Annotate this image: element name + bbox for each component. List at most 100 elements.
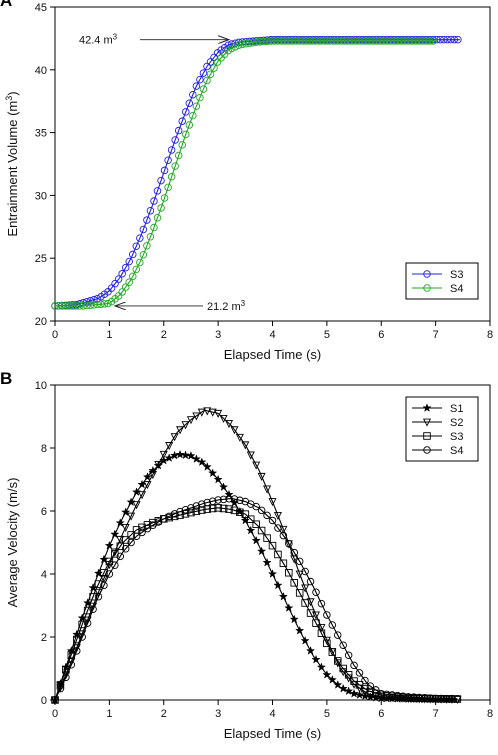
- data-point: [277, 37, 285, 45]
- data-point: [67, 660, 76, 669]
- data-point: [51, 302, 59, 310]
- data-point: [54, 302, 63, 310]
- data-point: [132, 501, 141, 510]
- data-point: [418, 37, 427, 45]
- data-point: [143, 481, 152, 490]
- data-point: [317, 624, 326, 633]
- series-s4: [51, 37, 437, 310]
- data-point: [279, 559, 288, 568]
- data-point: [305, 37, 314, 45]
- data-point: [432, 35, 441, 44]
- data-point: [218, 482, 229, 492]
- data-point: [437, 694, 445, 703]
- data-point: [136, 258, 144, 267]
- data-point: [143, 216, 151, 224]
- y-tick-label: 20: [35, 316, 47, 328]
- data-point: [311, 611, 321, 620]
- data-point: [270, 37, 278, 45]
- data-point: [257, 506, 266, 515]
- data-point: [302, 37, 310, 45]
- legend-label: S3: [450, 269, 463, 281]
- y-axis-label-end: ): [5, 91, 20, 95]
- data-point: [453, 695, 462, 705]
- y-tick-label: 4: [41, 569, 47, 581]
- data-point: [341, 37, 349, 45]
- data-point: [199, 69, 208, 77]
- data-point: [266, 37, 275, 45]
- legend-marker: [423, 446, 431, 454]
- data-point: [192, 82, 201, 90]
- data-point: [408, 37, 416, 45]
- data-point: [149, 521, 157, 529]
- data-point: [83, 619, 92, 627]
- data-point: [192, 102, 201, 110]
- data-point: [127, 538, 135, 547]
- data-point: [67, 650, 76, 659]
- series-line: [54, 39, 461, 307]
- data-point: [328, 648, 337, 656]
- data-point: [178, 117, 186, 125]
- data-point: [330, 37, 338, 45]
- data-point: [131, 487, 142, 497]
- series-s4: [51, 494, 462, 704]
- data-point: [143, 242, 151, 250]
- data-point: [203, 498, 211, 507]
- data-point: [214, 496, 222, 504]
- data-point: [257, 526, 266, 535]
- data-point: [252, 502, 260, 511]
- data-point: [397, 37, 406, 45]
- data-point: [339, 641, 347, 649]
- data-point: [259, 37, 268, 46]
- data-point: [104, 299, 112, 308]
- data-point: [174, 126, 183, 135]
- y-tick-label: 0: [41, 695, 47, 707]
- data-point: [442, 695, 451, 704]
- data-point: [164, 453, 174, 463]
- data-point: [404, 37, 413, 45]
- y-axis-label-text: Entrainment Volume (m: [5, 101, 20, 237]
- data-point: [185, 121, 194, 129]
- data-point: [372, 37, 381, 45]
- x-axis-label: Elapsed Time (s): [224, 347, 322, 362]
- data-point: [404, 695, 413, 704]
- data-point: [316, 662, 327, 672]
- data-point: [421, 694, 429, 702]
- series-line: [54, 497, 458, 701]
- data-point: [132, 532, 141, 540]
- annotation-sup: 3: [241, 298, 246, 307]
- data-point: [157, 204, 165, 212]
- data-point: [100, 581, 108, 590]
- data-point: [355, 681, 364, 689]
- data-point: [167, 146, 176, 154]
- data-point: [182, 108, 190, 116]
- panel-label: B: [0, 369, 12, 388]
- data-point: [88, 582, 98, 592]
- x-tick-label: 5: [324, 708, 330, 720]
- data-point: [333, 679, 343, 689]
- data-point: [72, 647, 81, 655]
- data-point: [453, 694, 462, 703]
- data-point: [214, 409, 223, 418]
- y-axis-label-sup: 3: [4, 96, 14, 101]
- data-point: [192, 507, 201, 516]
- data-point: [125, 257, 133, 266]
- data-point: [121, 507, 131, 517]
- data-point: [410, 693, 418, 701]
- data-point: [230, 426, 239, 435]
- data-point: [231, 43, 240, 51]
- data-point: [208, 497, 217, 505]
- data-point: [295, 625, 305, 635]
- data-point: [182, 130, 190, 139]
- data-point: [420, 695, 429, 704]
- data-point: [306, 609, 315, 617]
- data-point: [136, 234, 144, 242]
- data-point: [273, 580, 283, 590]
- data-point: [206, 70, 215, 78]
- data-point: [203, 76, 211, 85]
- y-tick-label: 2: [41, 632, 47, 644]
- data-point: [290, 579, 299, 587]
- data-point: [165, 442, 174, 451]
- data-point: [431, 694, 440, 703]
- data-point: [263, 485, 272, 494]
- data-point: [105, 570, 114, 578]
